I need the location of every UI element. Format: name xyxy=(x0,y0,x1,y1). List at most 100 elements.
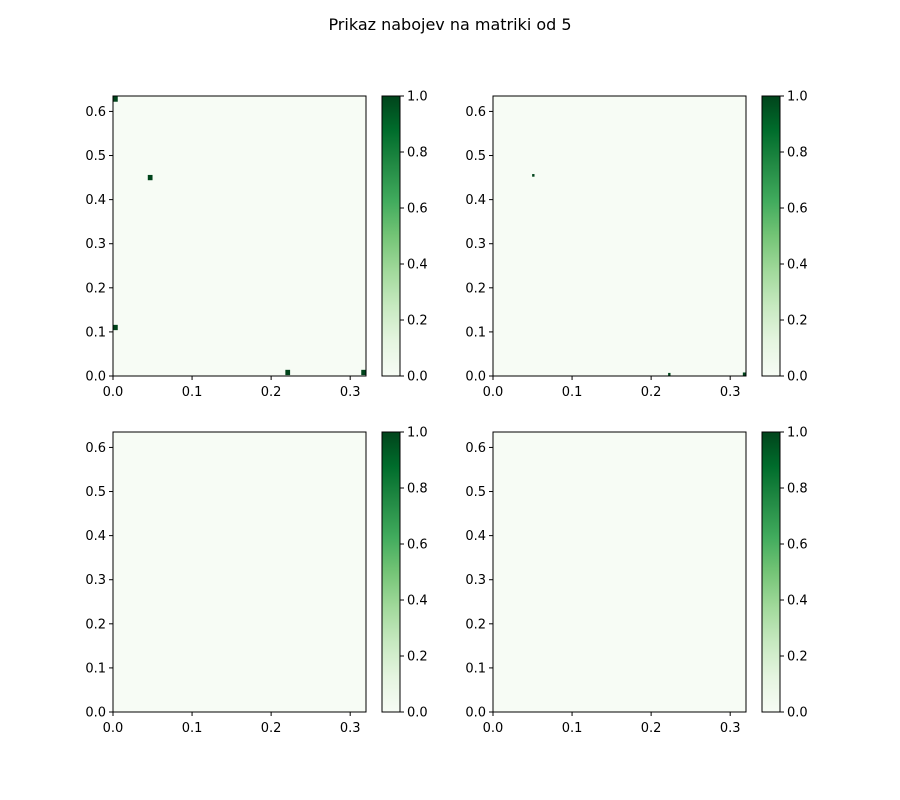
colorbar-tick-label: 0.4 xyxy=(407,594,428,609)
colorbar-tick-label: 0.2 xyxy=(787,314,808,329)
x-tick-label: 0.1 xyxy=(182,721,203,736)
axes-frame xyxy=(492,431,747,713)
x-tick-label: 0.3 xyxy=(340,721,361,736)
subplot-3: 0.0 0.1 0.2 0.30.00.10.20.30.40.50.60.00.20… xyxy=(85,426,427,737)
colorbar-tick-label: 0.0 xyxy=(787,706,808,721)
charge-cells xyxy=(532,174,746,376)
y-tick-label: 0.3 xyxy=(85,573,106,588)
colorbar-frame xyxy=(761,95,781,377)
y-tick-label: 0.5 xyxy=(85,485,106,500)
axes-frame xyxy=(492,95,747,377)
colorbar-tick-label: 0.2 xyxy=(407,314,428,329)
colorbar-tick-label: 0.0 xyxy=(407,370,428,385)
y-tick-label: 0.0 xyxy=(85,370,106,385)
figure-title: Prikaz nabojev na matriki od 5 xyxy=(328,15,571,34)
heatmap-background xyxy=(113,432,366,712)
x-tick-label: 0.1 xyxy=(562,721,583,736)
charge-cell-2 xyxy=(147,174,153,181)
colorbar-gradient xyxy=(382,96,400,376)
charge-cell-4 xyxy=(285,369,291,376)
charge-cells xyxy=(113,96,366,376)
colorbar-tick-label: 0.2 xyxy=(787,650,808,665)
colorbar-tick-label: 0.8 xyxy=(787,146,808,161)
colorbar-tick-label: 0.8 xyxy=(407,482,428,497)
colorbar-tick-label: 0.2 xyxy=(407,650,428,665)
charge-cell-1 xyxy=(532,174,535,177)
x-tick-label: 0.3 xyxy=(720,385,741,400)
colorbar-tick-label: 0.8 xyxy=(787,482,808,497)
x-tick-label: 0.0 xyxy=(483,385,504,400)
colorbar-gradient xyxy=(762,432,780,712)
axes-frame xyxy=(112,95,367,377)
subplot-1: 0.0 0.1 0.2 0.30.00.10.20.30.40.50.60.00.20… xyxy=(85,90,427,401)
x-tick-label: 0.1 xyxy=(562,385,583,400)
x-tick-label: 0.0 xyxy=(103,385,124,400)
colorbar-frame xyxy=(761,431,781,713)
x-tick-label: 0.0 xyxy=(483,721,504,736)
colorbar-tick-label: 0.8 xyxy=(407,146,428,161)
charge-cell-3 xyxy=(113,324,118,331)
x-tick-label: 0.2 xyxy=(261,721,282,736)
y-tick-label: 0.3 xyxy=(465,573,486,588)
colorbar-gradient xyxy=(762,96,780,376)
charge-cell-2 xyxy=(668,372,671,376)
y-tick-label: 0.1 xyxy=(465,325,486,340)
x-tick-label: 0.2 xyxy=(641,721,662,736)
subplot-2: 0.0 0.1 0.2 0.30.00.10.20.30.40.50.60.00.20… xyxy=(465,90,807,401)
colorbar-tick-label: 1.0 xyxy=(407,426,428,441)
colorbar: 0.0 0.2 0.4 0.6 0.8 1.0 xyxy=(381,90,428,385)
y-tick-label: 0.1 xyxy=(465,661,486,676)
charge-cell-3 xyxy=(742,372,746,376)
y-tick-label: 0.2 xyxy=(465,617,486,632)
colorbar-tick-label: 1.0 xyxy=(787,426,808,441)
colorbar-tick-label: 0.4 xyxy=(407,258,428,273)
colorbar-frame xyxy=(381,95,401,377)
subplot-grid: 0.0 0.1 0.2 0.30.00.10.20.30.40.50.60.00.20… xyxy=(85,90,807,737)
y-tick-label: 0.2 xyxy=(85,617,106,632)
colorbar: 0.0 0.2 0.4 0.6 0.8 1.0 xyxy=(761,426,808,721)
colorbar: 0.0 0.2 0.4 0.6 0.8 1.0 xyxy=(381,426,428,721)
colorbar-frame xyxy=(381,431,401,713)
y-tick-label: 0.5 xyxy=(465,485,486,500)
y-tick-label: 0.1 xyxy=(85,661,106,676)
y-tick-label: 0.6 xyxy=(85,441,106,456)
colorbar-tick-label: 1.0 xyxy=(787,90,808,105)
y-tick-label: 0.6 xyxy=(85,105,106,120)
charge-cell-5 xyxy=(361,369,366,376)
y-tick-label: 0.6 xyxy=(465,441,486,456)
y-tick-label: 0.3 xyxy=(85,237,106,252)
colorbar-tick-label: 1.0 xyxy=(407,90,428,105)
x-tick-label: 0.3 xyxy=(720,721,741,736)
colorbar-tick-label: 0.6 xyxy=(407,538,428,553)
colorbar-tick-label: 0.0 xyxy=(787,370,808,385)
subplot-4: 0.0 0.1 0.2 0.30.00.10.20.30.40.50.60.00.20… xyxy=(465,426,807,737)
y-tick-label: 0.1 xyxy=(85,325,106,340)
colorbar-tick-label: 0.4 xyxy=(787,258,808,273)
colorbar-tick-label: 0.4 xyxy=(787,594,808,609)
x-tick-label: 0.1 xyxy=(182,385,203,400)
axes-frame xyxy=(112,431,367,713)
x-tick-label: 0.0 xyxy=(103,721,124,736)
y-tick-label: 0.2 xyxy=(85,281,106,296)
colorbar-tick-label: 0.0 xyxy=(407,706,428,721)
y-tick-label: 0.4 xyxy=(85,193,106,208)
heatmap-background xyxy=(493,96,746,376)
charge-cell-1 xyxy=(113,96,118,102)
y-tick-label: 0.5 xyxy=(465,149,486,164)
x-tick-label: 0.3 xyxy=(340,385,361,400)
colorbar: 0.0 0.2 0.4 0.6 0.8 1.0 xyxy=(761,90,808,385)
y-tick-label: 0.4 xyxy=(465,193,486,208)
y-tick-label: 0.6 xyxy=(465,105,486,120)
y-tick-label: 0.3 xyxy=(465,237,486,252)
heatmap-background xyxy=(113,96,366,376)
y-tick-label: 0.0 xyxy=(85,706,106,721)
y-tick-label: 0.5 xyxy=(85,149,106,164)
x-tick-label: 0.2 xyxy=(641,385,662,400)
y-tick-label: 0.0 xyxy=(465,370,486,385)
y-tick-label: 0.2 xyxy=(465,281,486,296)
x-tick-label: 0.2 xyxy=(261,385,282,400)
colorbar-tick-label: 0.6 xyxy=(407,202,428,217)
colorbar-gradient xyxy=(382,432,400,712)
y-tick-label: 0.4 xyxy=(465,529,486,544)
colorbar-tick-label: 0.6 xyxy=(787,202,808,217)
